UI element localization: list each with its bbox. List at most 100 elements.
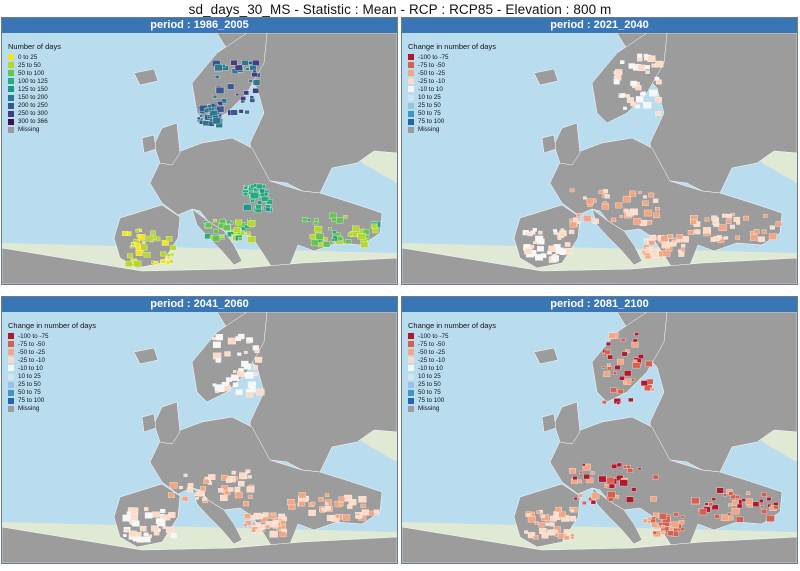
region-cell bbox=[129, 513, 139, 521]
region-cell bbox=[233, 227, 241, 233]
legend-label: 25 to 50 bbox=[18, 61, 41, 69]
region-cell bbox=[160, 258, 167, 264]
region-cell bbox=[736, 503, 743, 509]
region-cell bbox=[122, 231, 128, 236]
legend-swatch bbox=[8, 389, 14, 396]
region-cell bbox=[345, 239, 352, 244]
region-cell bbox=[265, 524, 271, 529]
legend-label: 300 to 366 bbox=[18, 118, 48, 126]
region-cell bbox=[568, 229, 575, 235]
region-cell bbox=[753, 229, 760, 235]
region-cell bbox=[230, 59, 238, 66]
region-cell bbox=[272, 523, 279, 528]
region-cell bbox=[646, 220, 653, 225]
region-cell bbox=[711, 497, 716, 501]
legend-item: 75 to 100 bbox=[8, 397, 96, 405]
region-cell bbox=[766, 497, 772, 501]
europe-map[interactable] bbox=[402, 33, 797, 284]
region-cell bbox=[203, 478, 210, 484]
region-cell bbox=[731, 507, 740, 515]
region-cell bbox=[690, 219, 697, 225]
region-cell bbox=[680, 244, 686, 248]
region-cell bbox=[280, 520, 287, 526]
region-cell bbox=[317, 242, 324, 247]
europe-map[interactable] bbox=[2, 33, 397, 284]
land-region bbox=[616, 312, 797, 473]
region-cell bbox=[242, 501, 250, 507]
legend-item: 300 to 366 bbox=[8, 118, 61, 126]
region-cell bbox=[591, 492, 600, 500]
legend-item: -50 to -25 bbox=[408, 69, 496, 77]
region-cell bbox=[616, 462, 622, 467]
region-cell bbox=[667, 530, 674, 536]
region-cell bbox=[644, 384, 653, 391]
region-cell bbox=[324, 499, 333, 506]
region-cell bbox=[298, 501, 306, 507]
legend-swatch bbox=[408, 389, 414, 396]
europe-map[interactable] bbox=[2, 312, 397, 563]
panel-header: period : 1986_2005 bbox=[2, 18, 397, 33]
legend-item: -75 to -50 bbox=[408, 61, 496, 69]
region-cell bbox=[248, 79, 253, 83]
region-cell bbox=[139, 525, 147, 532]
region-cell bbox=[252, 88, 260, 94]
region-cell bbox=[235, 389, 243, 395]
region-cell bbox=[208, 474, 216, 480]
region-cell bbox=[250, 192, 259, 199]
region-cell bbox=[321, 507, 327, 512]
region-cell bbox=[362, 229, 370, 235]
region-cell bbox=[260, 517, 268, 523]
region-cell bbox=[630, 80, 637, 87]
region-cell bbox=[616, 358, 624, 365]
region-cell bbox=[712, 219, 719, 225]
legend-item: 10 to 25 bbox=[408, 372, 496, 380]
legend-swatch bbox=[8, 349, 14, 356]
region-cell bbox=[200, 486, 207, 492]
legend-item: 25 to 50 bbox=[8, 61, 61, 69]
legend-swatch bbox=[408, 54, 414, 61]
region-cell bbox=[170, 253, 175, 256]
legend-label: 25 to 50 bbox=[418, 102, 441, 110]
region-cell bbox=[560, 228, 565, 232]
region-cell bbox=[198, 490, 205, 496]
region-cell bbox=[752, 501, 760, 507]
region-cell bbox=[548, 245, 557, 252]
region-cell bbox=[127, 253, 133, 259]
region-cell bbox=[578, 493, 583, 498]
region-cell bbox=[526, 513, 531, 517]
region-cell bbox=[328, 227, 332, 231]
region-cell bbox=[761, 229, 767, 234]
region-cell bbox=[549, 515, 558, 522]
region-cell bbox=[133, 260, 142, 267]
legend-label: 75 to 100 bbox=[418, 118, 445, 126]
region-cell bbox=[356, 514, 361, 519]
region-cell bbox=[135, 250, 143, 256]
legend-swatch bbox=[408, 70, 414, 77]
region-cell bbox=[251, 72, 258, 78]
region-cell bbox=[249, 65, 257, 71]
legend-item: Missing bbox=[408, 126, 496, 134]
legend-swatch bbox=[8, 94, 14, 101]
region-cell bbox=[728, 515, 734, 521]
region-cell bbox=[166, 260, 171, 265]
region-cell bbox=[628, 397, 634, 402]
region-cell bbox=[607, 491, 616, 498]
legend-swatch bbox=[8, 54, 14, 61]
region-cell bbox=[637, 56, 643, 62]
region-cell bbox=[247, 220, 256, 227]
region-cell bbox=[745, 498, 753, 505]
europe-map[interactable] bbox=[402, 312, 797, 563]
legend-swatch bbox=[8, 357, 14, 364]
legend-swatch bbox=[8, 397, 14, 404]
region-cell bbox=[213, 228, 219, 234]
region-cell bbox=[212, 341, 221, 348]
region-cell bbox=[604, 349, 611, 355]
legend-label: 25 to 50 bbox=[418, 381, 441, 389]
region-cell bbox=[642, 518, 648, 523]
map-panel-2021-2040: period : 2021_2040 Change in number of d… bbox=[401, 17, 798, 285]
region-cell bbox=[598, 475, 607, 483]
region-cell bbox=[259, 188, 265, 194]
region-cell bbox=[361, 509, 369, 516]
region-cell bbox=[123, 534, 127, 537]
legend-swatch bbox=[8, 405, 14, 412]
